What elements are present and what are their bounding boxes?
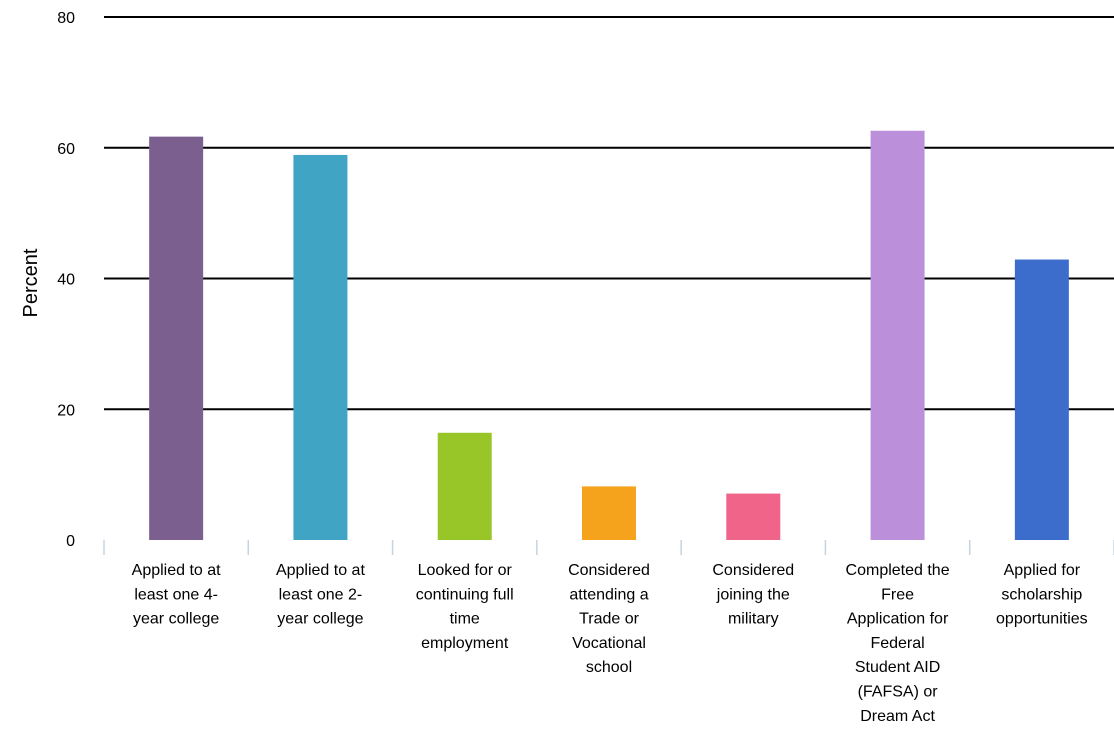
- x-category-label-line: Trade or: [579, 611, 640, 628]
- x-category-label-line: opportunities: [996, 611, 1088, 628]
- bars: [149, 130, 1069, 541]
- x-category-label-line: Applied to at: [132, 562, 222, 579]
- x-category-label-line: Applied for: [1004, 562, 1081, 579]
- y-tick-label: 0: [66, 533, 75, 550]
- x-category-label-line: scholarship: [1001, 586, 1082, 603]
- x-category-label-line: least one 4-: [134, 586, 218, 603]
- x-category-label: Applied to at least one 2- year college: [276, 562, 366, 628]
- x-category-label: Considered joining the military: [712, 562, 794, 628]
- x-category-label-line: Student AID: [855, 659, 940, 676]
- x-category-label: Completed the Free Application for Federal S…: [846, 562, 950, 725]
- x-category-label-line: military: [728, 611, 779, 628]
- x-category-label-line: time: [450, 611, 480, 628]
- y-tick-label: 80: [57, 10, 75, 27]
- y-tick-label: 40: [57, 272, 75, 289]
- x-category-label-line: Considered: [568, 562, 650, 579]
- y-axis-ticks: 0 20 40 60 80: [57, 10, 75, 550]
- x-category-label-line: Applied to at: [276, 562, 366, 579]
- y-tick-label: 60: [57, 141, 75, 158]
- x-category-label-line: joining the: [716, 586, 790, 603]
- bar: [149, 136, 204, 541]
- x-category-label-line: least one 2-: [279, 586, 363, 603]
- x-category-label: Applied for scholarship opportunities: [996, 562, 1088, 628]
- x-category-label: Looked for or continuing full time employme…: [416, 562, 514, 652]
- bar: [870, 130, 925, 540]
- x-category-label-line: year college: [133, 611, 219, 628]
- x-category-label-line: Application for: [847, 611, 949, 628]
- x-category-label-line: year college: [277, 611, 363, 628]
- bar: [582, 486, 636, 540]
- x-category-label-line: Completed the: [846, 562, 950, 579]
- x-category-label-line: Considered: [712, 562, 794, 579]
- x-axis-ticks: [103, 540, 1114, 555]
- x-category-label-line: (FAFSA) or: [858, 684, 939, 701]
- bar: [293, 154, 348, 540]
- x-category-label: Considered attending a Trade or Vocational s…: [568, 562, 650, 676]
- y-tick-label: 20: [57, 402, 75, 419]
- x-category-label-line: employment: [421, 635, 509, 652]
- x-axis-labels: Applied to at least one 4-year collegeApp…: [132, 562, 1088, 725]
- x-category-label-line: Federal: [870, 635, 924, 652]
- gridlines: [104, 16, 1114, 411]
- x-category-label-line: school: [586, 659, 632, 676]
- x-category-label-line: continuing full: [416, 586, 514, 603]
- bar: [1014, 259, 1069, 540]
- bar: [437, 432, 492, 540]
- x-category-label-line: Free: [881, 586, 914, 603]
- bar: [726, 493, 781, 540]
- x-category-label: Applied to at least one 4- year college: [132, 562, 222, 628]
- x-category-label-line: attending a: [569, 586, 648, 603]
- x-category-label-line: Vocational: [572, 635, 646, 652]
- x-category-label-line: Looked for or: [418, 562, 513, 579]
- x-category-label-line: Dream Act: [860, 708, 935, 725]
- y-axis-title: Percent: [20, 248, 42, 317]
